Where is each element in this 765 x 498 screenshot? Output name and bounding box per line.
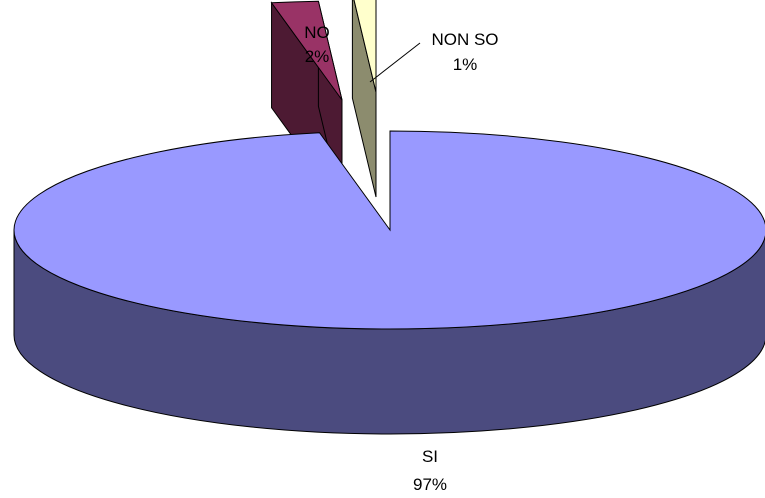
pie-slice-si — [13, 130, 765, 330]
slice-value-label: 2% — [305, 47, 330, 66]
slice-category-label: NON SO — [431, 30, 498, 49]
pie-slice-non-so — [353, 0, 377, 93]
slice-value-label: 1% — [453, 55, 478, 74]
leader-line — [369, 42, 421, 83]
pie-slice-no — [270, 0, 343, 101]
slice-category-label: SI — [422, 447, 438, 466]
slice-category-label: NO — [304, 23, 330, 42]
slice-value-label: 97% — [413, 475, 447, 494]
